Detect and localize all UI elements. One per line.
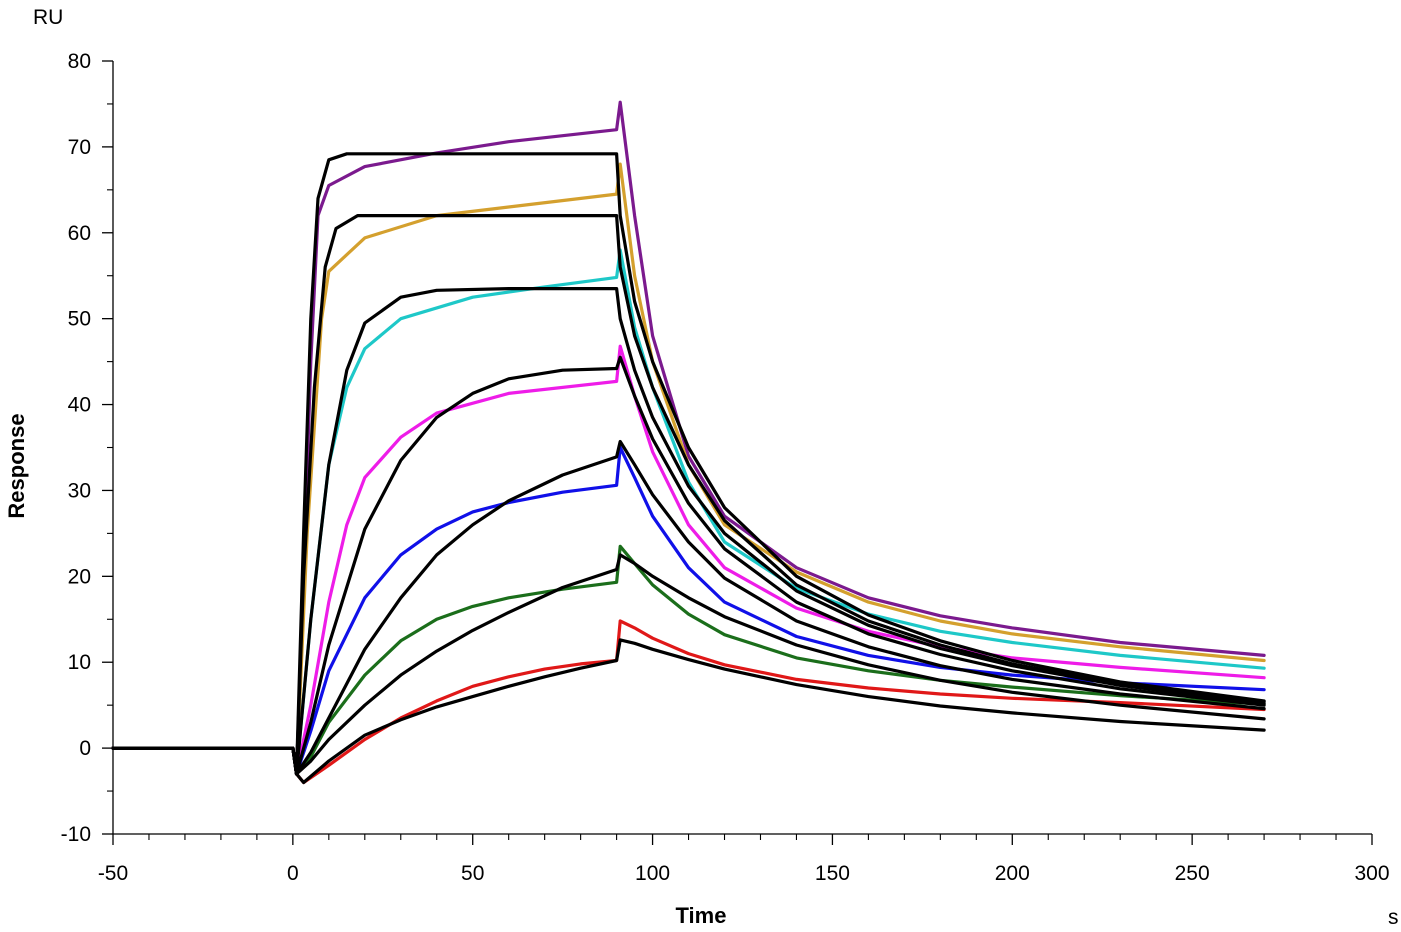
x-tick-label: 250 [1175, 862, 1210, 885]
measured-curve [111, 162, 1266, 776]
x-tick-label: 0 [287, 862, 299, 885]
labels: RU s Time Response [4, 6, 1399, 929]
y-tick-label: 10 [68, 651, 91, 674]
x-tick-label: 200 [995, 862, 1030, 885]
y-tick-label: 0 [79, 737, 91, 760]
y-tick-label: 70 [68, 136, 91, 159]
measured-curve [111, 248, 1266, 776]
axes: -10 0 10 20 30 40 50 60 70 80 -50 0 50 100 150 200 250 30… [61, 50, 1390, 885]
measured-curve [111, 619, 1266, 785]
x-tick-label: 100 [635, 862, 670, 885]
x-tick-label: -50 [98, 862, 128, 885]
x-tick-label: 300 [1354, 862, 1389, 885]
y-tick-label: 40 [68, 394, 91, 417]
y-unit-label: RU [33, 6, 63, 29]
measured-curve [111, 344, 1266, 776]
x-tick-label: 50 [461, 862, 484, 885]
y-tick-label: 20 [68, 565, 91, 588]
x-axis-title: Time [676, 903, 727, 928]
fit-curve [111, 287, 1266, 776]
y-tick-label: 50 [68, 308, 91, 331]
x-tick-label: 150 [815, 862, 850, 885]
measured-curve [111, 445, 1266, 776]
fit-curve [111, 152, 1266, 776]
fit-curve [111, 553, 1266, 776]
measured-curve [111, 100, 1266, 776]
fit-curve [111, 439, 1266, 776]
y-tick-label: 30 [68, 479, 91, 502]
fit-curve [111, 638, 1266, 785]
x-unit-label: s [1388, 906, 1399, 929]
measured-curve [111, 544, 1266, 776]
y-tick-label: 60 [68, 222, 91, 245]
fit-curve [111, 355, 1266, 776]
y-tick-label: 80 [68, 50, 91, 73]
series-layer [111, 100, 1266, 785]
y-axis-title: Response [4, 413, 29, 518]
fit-curve [111, 214, 1266, 776]
y-tick-label: -10 [61, 823, 91, 846]
